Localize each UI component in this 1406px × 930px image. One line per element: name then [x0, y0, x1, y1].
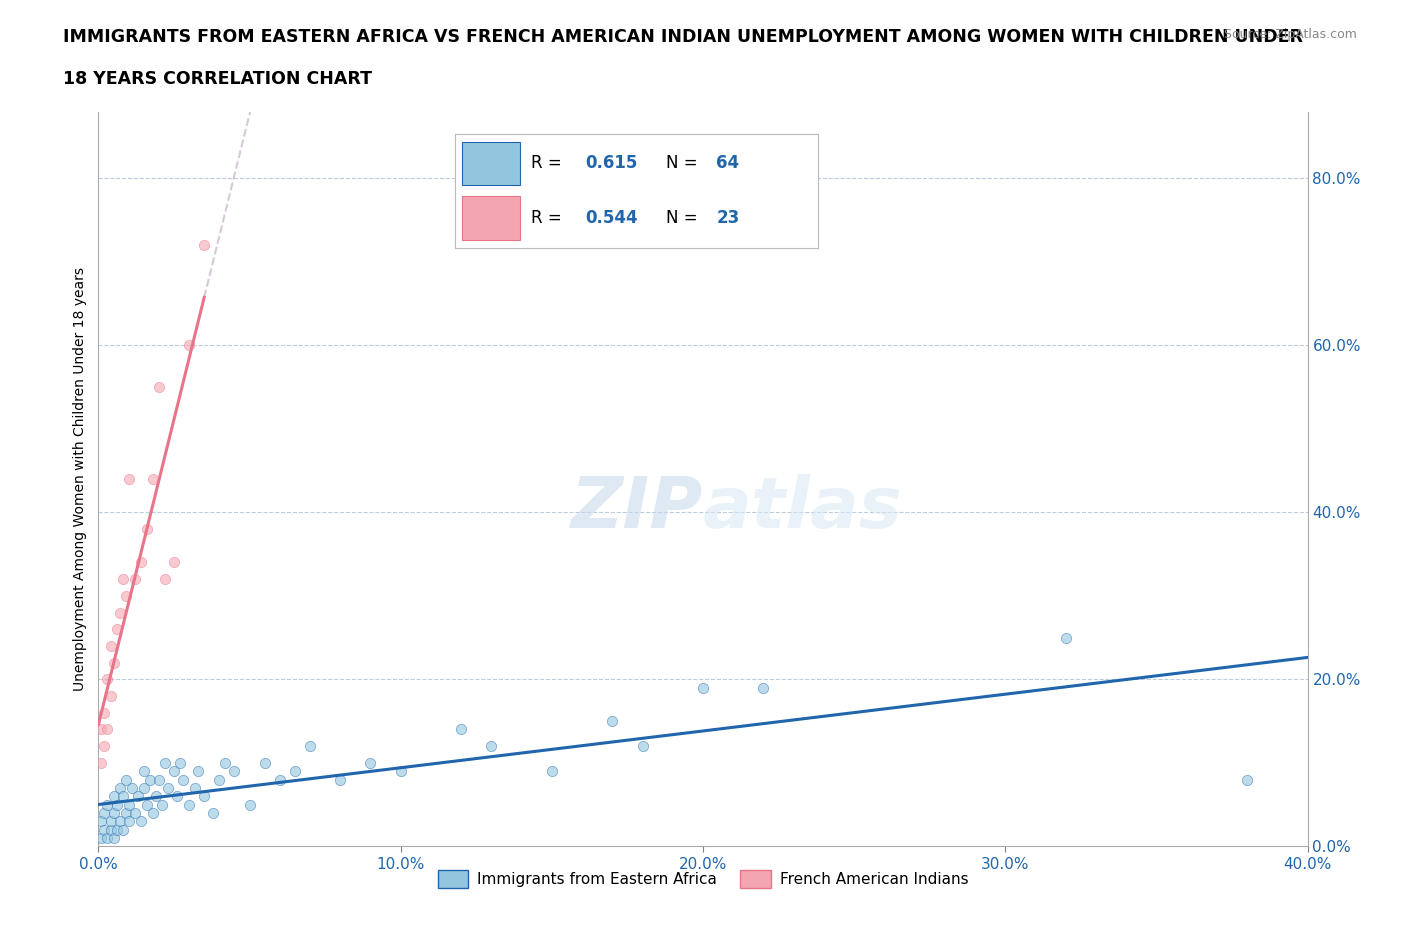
Point	[1236, 772, 1258, 787]
Y-axis label: Unemployment Among Women with Children Under 18 years: Unemployment Among Women with Children U…	[73, 267, 87, 691]
Point	[100, 814, 122, 829]
Point	[193, 789, 215, 804]
Point	[132, 764, 155, 778]
Point	[96, 671, 118, 686]
Text: atlas: atlas	[703, 474, 903, 543]
Point	[90, 722, 112, 737]
Point	[118, 472, 141, 486]
Point	[172, 772, 194, 787]
Point	[103, 656, 125, 671]
Point	[96, 797, 118, 812]
Point	[121, 780, 143, 795]
Point	[153, 572, 176, 587]
Point	[208, 772, 231, 787]
Point	[105, 797, 128, 812]
Point	[148, 772, 170, 787]
Point	[90, 814, 112, 829]
Point	[103, 789, 125, 804]
Point	[108, 780, 131, 795]
Point	[129, 814, 152, 829]
Point	[166, 789, 188, 804]
Point	[96, 722, 118, 737]
Legend: Immigrants from Eastern Africa, French American Indians: Immigrants from Eastern Africa, French A…	[432, 864, 974, 894]
Point	[111, 789, 134, 804]
Point	[135, 797, 157, 812]
Point	[114, 772, 136, 787]
Point	[156, 780, 179, 795]
Text: ZIP: ZIP	[571, 474, 703, 543]
Point	[142, 472, 165, 486]
Text: IMMIGRANTS FROM EASTERN AFRICA VS FRENCH AMERICAN INDIAN UNEMPLOYMENT AMONG WOME: IMMIGRANTS FROM EASTERN AFRICA VS FRENCH…	[63, 28, 1303, 46]
Point	[129, 555, 152, 570]
Point	[93, 738, 115, 753]
Point	[179, 338, 201, 352]
Point	[93, 705, 115, 720]
Point	[139, 772, 162, 787]
Point	[103, 830, 125, 845]
Text: 18 YEARS CORRELATION CHART: 18 YEARS CORRELATION CHART	[63, 70, 373, 87]
Point	[163, 555, 186, 570]
Point	[124, 572, 146, 587]
Point	[692, 680, 714, 695]
Point	[132, 780, 155, 795]
Point	[100, 639, 122, 654]
Point	[187, 764, 209, 778]
Point	[93, 822, 115, 837]
Point	[103, 805, 125, 820]
Point	[108, 605, 131, 620]
Point	[602, 713, 624, 728]
Point	[90, 755, 112, 770]
Point	[118, 814, 141, 829]
Point	[179, 797, 201, 812]
Point	[93, 805, 115, 820]
Point	[389, 764, 412, 778]
Point	[135, 522, 157, 537]
Point	[108, 814, 131, 829]
Point	[631, 738, 654, 753]
Point	[752, 680, 775, 695]
Point	[105, 822, 128, 837]
Point	[214, 755, 236, 770]
Point	[329, 772, 352, 787]
Point	[111, 572, 134, 587]
Point	[1054, 631, 1077, 645]
Point	[239, 797, 262, 812]
Point	[269, 772, 291, 787]
Point	[193, 238, 215, 253]
Point	[142, 805, 165, 820]
Point	[118, 797, 141, 812]
Point	[100, 822, 122, 837]
Point	[105, 622, 128, 637]
Text: Source: ZipAtlas.com: Source: ZipAtlas.com	[1223, 28, 1357, 41]
Point	[100, 688, 122, 703]
Point	[90, 830, 112, 845]
Point	[450, 722, 472, 737]
Point	[150, 797, 173, 812]
Point	[540, 764, 562, 778]
Point	[299, 738, 322, 753]
Point	[127, 789, 149, 804]
Point	[145, 789, 167, 804]
Point	[96, 830, 118, 845]
Point	[224, 764, 246, 778]
Point	[360, 755, 382, 770]
Point	[148, 379, 170, 394]
Point	[114, 805, 136, 820]
Point	[111, 822, 134, 837]
Point	[202, 805, 225, 820]
Point	[284, 764, 307, 778]
Point	[114, 589, 136, 604]
Point	[184, 780, 207, 795]
Point	[169, 755, 191, 770]
Point	[163, 764, 186, 778]
Point	[481, 738, 503, 753]
Point	[124, 805, 146, 820]
Point	[253, 755, 276, 770]
Point	[153, 755, 176, 770]
